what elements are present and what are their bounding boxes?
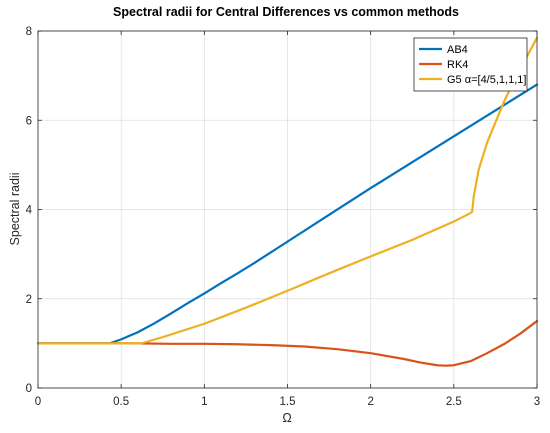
y-tick-label: 4 xyxy=(26,205,33,217)
y-tick-label: 0 xyxy=(26,383,32,395)
x-tick-label: 0.5 xyxy=(113,396,129,408)
legend-label-1: RK4 xyxy=(447,59,468,71)
x-tick-label: 1.5 xyxy=(280,396,296,408)
chart-title: Spectral radii for Central Differences v… xyxy=(113,5,459,19)
series-line-0 xyxy=(36,83,539,345)
y-tick-label: 2 xyxy=(26,294,32,306)
x-axis-label: Ω xyxy=(282,411,291,425)
x-tick-label: 2.5 xyxy=(446,396,462,408)
series-line-1 xyxy=(36,319,539,367)
x-tick-label: 1 xyxy=(201,396,207,408)
x-tick-label: 2 xyxy=(367,396,373,408)
legend-label-2: G5 α=[4/5,1,1,1] xyxy=(447,74,526,86)
y-axis-label: Spectral radii xyxy=(8,173,22,246)
legend: AB4 RK4 G5 α=[4/5,1,1,1] xyxy=(413,37,528,92)
axis-ticks: 0 0.5 1 1.5 2 2.5 3 0 2 4 6 8 xyxy=(26,26,541,408)
y-tick-label: 6 xyxy=(26,115,32,127)
x-tick-label: 3 xyxy=(534,396,540,408)
y-tick-label: 8 xyxy=(26,26,32,38)
legend-label-0: AB4 xyxy=(447,44,468,56)
x-tick-label: 0 xyxy=(35,396,41,408)
